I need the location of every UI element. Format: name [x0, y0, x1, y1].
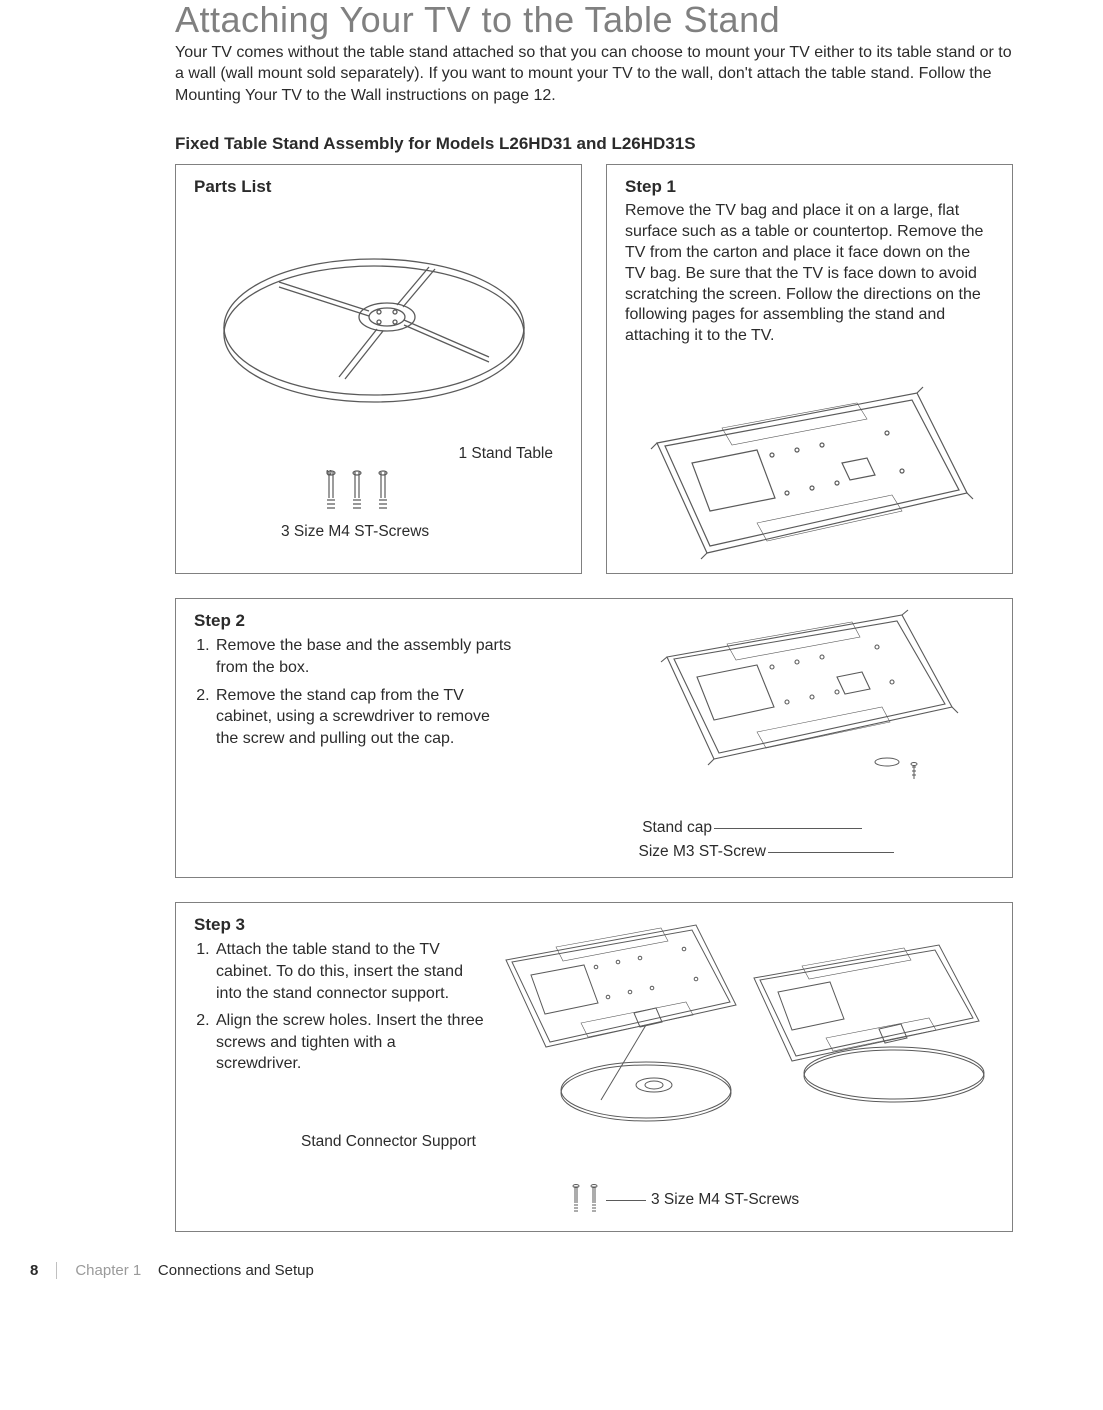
row-1: Parts List	[175, 164, 1013, 574]
cap-leader	[714, 828, 862, 829]
panel-step-2: Step 2 Remove the base and the assembly …	[175, 598, 1013, 878]
step2-item-1: Remove the base and the assembly parts f…	[214, 635, 514, 678]
m4-screws-label-2: 3 Size M4 ST-Screws	[651, 1191, 799, 1209]
stand-table-label: 1 Stand Table	[458, 445, 553, 463]
stand-cap-label: Stand cap	[642, 819, 712, 837]
panel-step-1: Step 1 Remove the TV bag and place it on…	[606, 164, 1013, 574]
step1-text: Remove the TV bag and place it on a larg…	[625, 201, 994, 347]
m3-screw-label: Size M3 ST-Screw	[639, 843, 766, 861]
page-title: Attaching Your TV to the Table Stand	[175, 0, 1013, 40]
step2-item-2: Remove the stand cap from the TV cabinet…	[214, 685, 514, 750]
panel-parts-list: Parts List	[175, 164, 582, 574]
page-number: 8	[30, 1262, 38, 1279]
chapter-crumb: Chapter 1 Connections and Setup	[56, 1262, 314, 1279]
tv-diagram-right	[734, 933, 994, 1133]
screws3-leader	[606, 1200, 646, 1201]
chapter-label: Chapter 1	[75, 1262, 141, 1279]
chapter-name: Connections and Setup	[158, 1262, 314, 1279]
panel-step-3: Step 3 Attach the table stand to the TV …	[175, 902, 1013, 1232]
step3-list: Attach the table stand to the TV cabinet…	[194, 939, 484, 1075]
parts-list-title: Parts List	[194, 177, 563, 197]
stand-table-diagram	[219, 207, 539, 437]
intro-text: Your TV comes without the table stand at…	[175, 42, 1013, 107]
step1-title: Step 1	[625, 177, 994, 197]
tv-diagram-left	[486, 915, 756, 1135]
assembly-subhead: Fixed Table Stand Assembly for Models L2…	[175, 134, 1013, 154]
step2-list: Remove the base and the assembly parts f…	[194, 635, 514, 749]
m4-screws-label: 3 Size M4 ST-Screws	[281, 523, 429, 541]
step3-item-1: Attach the table stand to the TV cabinet…	[214, 939, 484, 1004]
tv-back-diagram-1	[627, 383, 987, 563]
screws-icon	[311, 470, 401, 520]
m3-leader	[768, 852, 894, 853]
tv-back-diagram-2	[642, 607, 972, 782]
step3-item-2: Align the screw holes. Insert the three …	[214, 1010, 484, 1075]
connector-label: Stand Connector Support	[301, 1133, 476, 1151]
page-footer: 8 Chapter 1 Connections and Setup	[30, 1232, 1013, 1279]
